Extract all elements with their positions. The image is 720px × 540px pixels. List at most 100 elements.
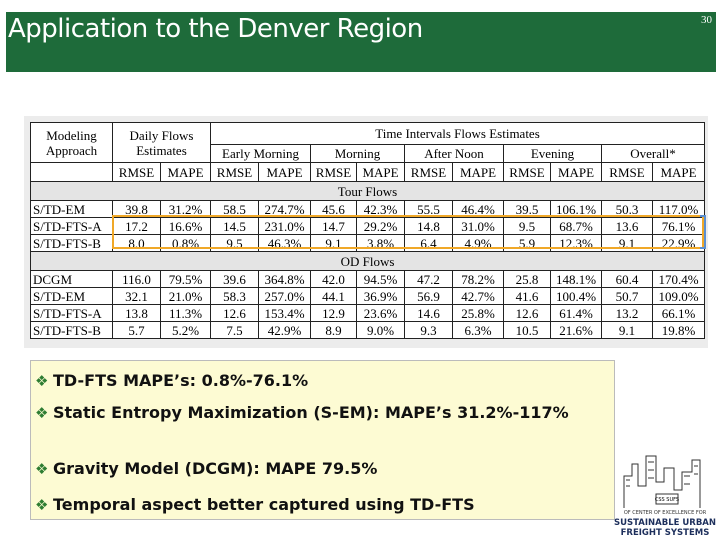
cell: 66.1% [652,304,705,322]
slide-title: Application to the Denver Region [8,14,423,44]
cell: 25.8 [503,270,551,288]
logo-line: OF CENTER OF EXCELLENCE FOR [624,510,707,516]
data-row: S/TD-FTS-B 5.7 5.2% 7.5 42.9% 8.9 9.0% 9.3 6.3% 1… [30,321,705,339]
cell: 42.9% [258,321,311,339]
bullet-text: Temporal aspect better captured using TD… [53,495,475,514]
data-row: S/TD-FTS-A 13.8 11.3% 12.6 153.4% 12.9 23.6% 14… [30,304,705,322]
cell: 94.5% [356,270,405,288]
bullet: ❖ TD-FTS MAPE’s: 0.8%-76.1% [35,371,608,391]
row-name: DCGM [30,270,113,288]
skyline [623,455,701,508]
cell: 44.1 [310,287,357,305]
period-header: Evening [503,144,602,163]
cell: 55.5 [404,200,453,218]
cell: 12.6 [210,304,259,322]
metric-header: MAPE [452,162,504,182]
cell: 36.9% [356,287,405,305]
cell: 31.2% [160,200,211,218]
cell: 58.3 [210,287,259,305]
period-header: Early Morning [210,144,311,163]
cell: 42.7% [452,287,504,305]
period-header: Morning [310,144,405,163]
section-title: OD Flows [30,251,705,271]
bullet-text: Gravity Model (DCGM): MAPE 79.5% [53,459,378,478]
corner-header: Modeling Approach [30,122,113,163]
cell: 5.7 [112,321,161,339]
bullet: ❖ Gravity Model (DCGM): MAPE 79.5% [35,459,608,479]
row-name: S/TD-EM [30,200,113,218]
cell: 21.6% [550,321,602,339]
cell: 25.8% [452,304,504,322]
cell: 14.8 [404,217,453,235]
page-number: 30 [701,14,712,26]
logo-line: SUSTAINABLE URBAN [614,518,716,528]
empty-header [30,162,113,182]
logo: CSS SUFS OF CENTER OF EXCELLENCE FOR SUS… [614,455,716,538]
cell: 8.9 [310,321,357,339]
metric-header: RMSE [503,162,551,182]
metric-header: MAPE [258,162,311,182]
cell: 14.6 [404,304,453,322]
bullet-icon: ❖ [35,460,49,478]
section-row: OD Flows [30,251,705,271]
cell: 11.3% [160,304,211,322]
cell: 257.0% [258,287,311,305]
bullet-box: ❖ TD-FTS MAPE’s: 0.8%-76.1% ❖ Static Entro… [30,360,615,520]
data-row: S/TD-EM 32.1 21.0% 58.3 257.0% 44.1 36.9% 56.9 4… [30,287,705,305]
section-title: Tour Flows [30,181,705,201]
bullet-icon: ❖ [35,372,49,390]
data-row: DCGM 116.0 79.5% 39.6 364.8% 42.0 94.5% 47.2 78.… [30,270,705,288]
period-header: Overall* [601,144,705,163]
bullet: ❖ Static Entropy Maximization (S-EM): MAP… [35,403,608,423]
cell: 42.3% [356,200,405,218]
bullet-icon: ❖ [35,404,49,422]
cell: 9.1 [601,321,653,339]
logo-line: FREIGHT SYSTEMS [621,528,710,538]
cell: 13.2 [601,304,653,322]
cell: 12.6 [503,304,551,322]
row-name: S/TD-EM [30,287,113,305]
cell: 23.6% [356,304,405,322]
cell: 76.1% [652,217,705,235]
header-row: Modeling Approach Daily Flows Estimates Ti… [30,122,705,163]
cell: 60.4 [601,270,653,288]
cell: 21.0% [160,287,211,305]
bullet-icon: ❖ [35,496,49,514]
cell: 50.7 [601,287,653,305]
cell: 364.8% [258,270,311,288]
metric-header: MAPE [160,162,211,182]
cell: 39.6 [210,270,259,288]
metric-header: RMSE [404,162,453,182]
cell: 41.6 [503,287,551,305]
time-header: Time Intervals Flows Estimates [210,122,705,145]
bullet-text: TD-FTS MAPE’s: 0.8%-76.1% [53,371,309,390]
cell: 170.4% [652,270,705,288]
cell: 56.9 [404,287,453,305]
results-table: Modeling Approach Daily Flows Estimates Ti… [30,122,705,339]
badge [655,493,679,505]
cell: 31.0% [452,217,504,235]
cell: 153.4% [258,304,311,322]
cell: 47.2 [404,270,453,288]
daily-header: Daily Flows Estimates [112,122,211,163]
header-row: Early Morning Morning After Noon Evening Ove… [31,144,705,163]
metric-header: MAPE [652,162,705,182]
cell: 19.8% [652,321,705,339]
row-name: S/TD-FTS-A [30,217,113,235]
cell: 10.5 [503,321,551,339]
cell: 13.6 [601,217,653,235]
cell: 61.4% [550,304,602,322]
cell: 39.5 [503,200,551,218]
highlight-edge [700,215,706,249]
cell: 32.1 [112,287,161,305]
bullet-text: Static Entropy Maximization (S-EM): MAPE… [53,403,569,422]
data-row: S/TD-FTS-A 17.2 16.6% 14.5 231.0% 14.7 29.2% 14… [30,217,705,235]
metric-header: RMSE [112,162,161,182]
header-bar [6,12,716,72]
cell: 7.5 [210,321,259,339]
cell: 79.5% [160,270,211,288]
metric-header: RMSE [210,162,259,182]
cell: 148.1% [550,270,602,288]
bullet: ❖ Temporal aspect better captured using T… [35,495,608,515]
